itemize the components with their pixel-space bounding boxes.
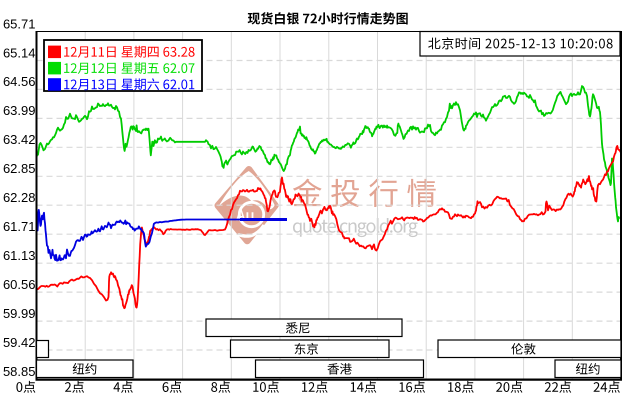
svg-text:62.28: 62.28 <box>3 190 36 205</box>
svg-text:61.71: 61.71 <box>3 219 36 234</box>
svg-text:61.13: 61.13 <box>3 248 36 263</box>
svg-text:64.56: 64.56 <box>3 74 36 89</box>
svg-text:59.42: 59.42 <box>3 335 36 350</box>
svg-text:65.71: 65.71 <box>3 16 36 31</box>
svg-text:58.85: 58.85 <box>3 364 36 379</box>
svg-text:63.99: 63.99 <box>3 103 36 118</box>
svg-text:62.85: 62.85 <box>3 161 36 176</box>
svg-text:65.14: 65.14 <box>3 45 36 60</box>
svg-text:59.99: 59.99 <box>3 306 36 321</box>
svg-text:63.42: 63.42 <box>3 132 36 147</box>
svg-text:60.56: 60.56 <box>3 277 36 292</box>
